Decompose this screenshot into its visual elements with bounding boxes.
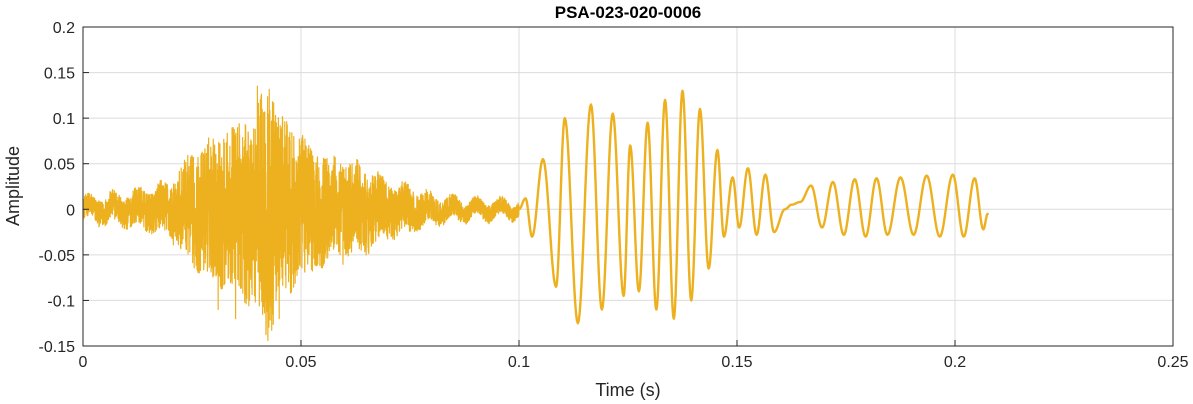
- y-axis-label: Amplitude: [3, 146, 23, 226]
- x-tick-label: 0: [79, 354, 88, 371]
- x-tick-label: 0.25: [1157, 354, 1188, 371]
- y-tick-label: -0.05: [39, 248, 76, 265]
- x-tick-label: 0.05: [285, 354, 316, 371]
- y-tick-label: -0.1: [47, 293, 75, 310]
- plot-frame: [82, 26, 1174, 347]
- series: [82, 85, 989, 342]
- y-tick-label: 0.15: [44, 66, 75, 83]
- series-line-oscillation: [517, 89, 989, 325]
- chart-title: PSA-023-020-0006: [555, 3, 701, 22]
- ticks: 0 0.05 0.1 0.15 0.2 0.25 -0.15 -0.1 -0.05 0 0.05 0.…: [39, 20, 1189, 371]
- y-tick-label: 0: [66, 202, 75, 219]
- y-tick-label: 0.05: [44, 157, 75, 174]
- x-axis-label: Time (s): [595, 380, 660, 400]
- x-tick-label: 0.1: [508, 354, 530, 371]
- x-tick-label: 0.15: [721, 354, 752, 371]
- x-tick-label: 0.2: [944, 354, 966, 371]
- series-line-noisy: [82, 85, 520, 342]
- y-tick-label: 0.1: [53, 111, 75, 128]
- y-tick-label: 0.2: [53, 20, 75, 37]
- y-tick-label: -0.15: [39, 339, 76, 356]
